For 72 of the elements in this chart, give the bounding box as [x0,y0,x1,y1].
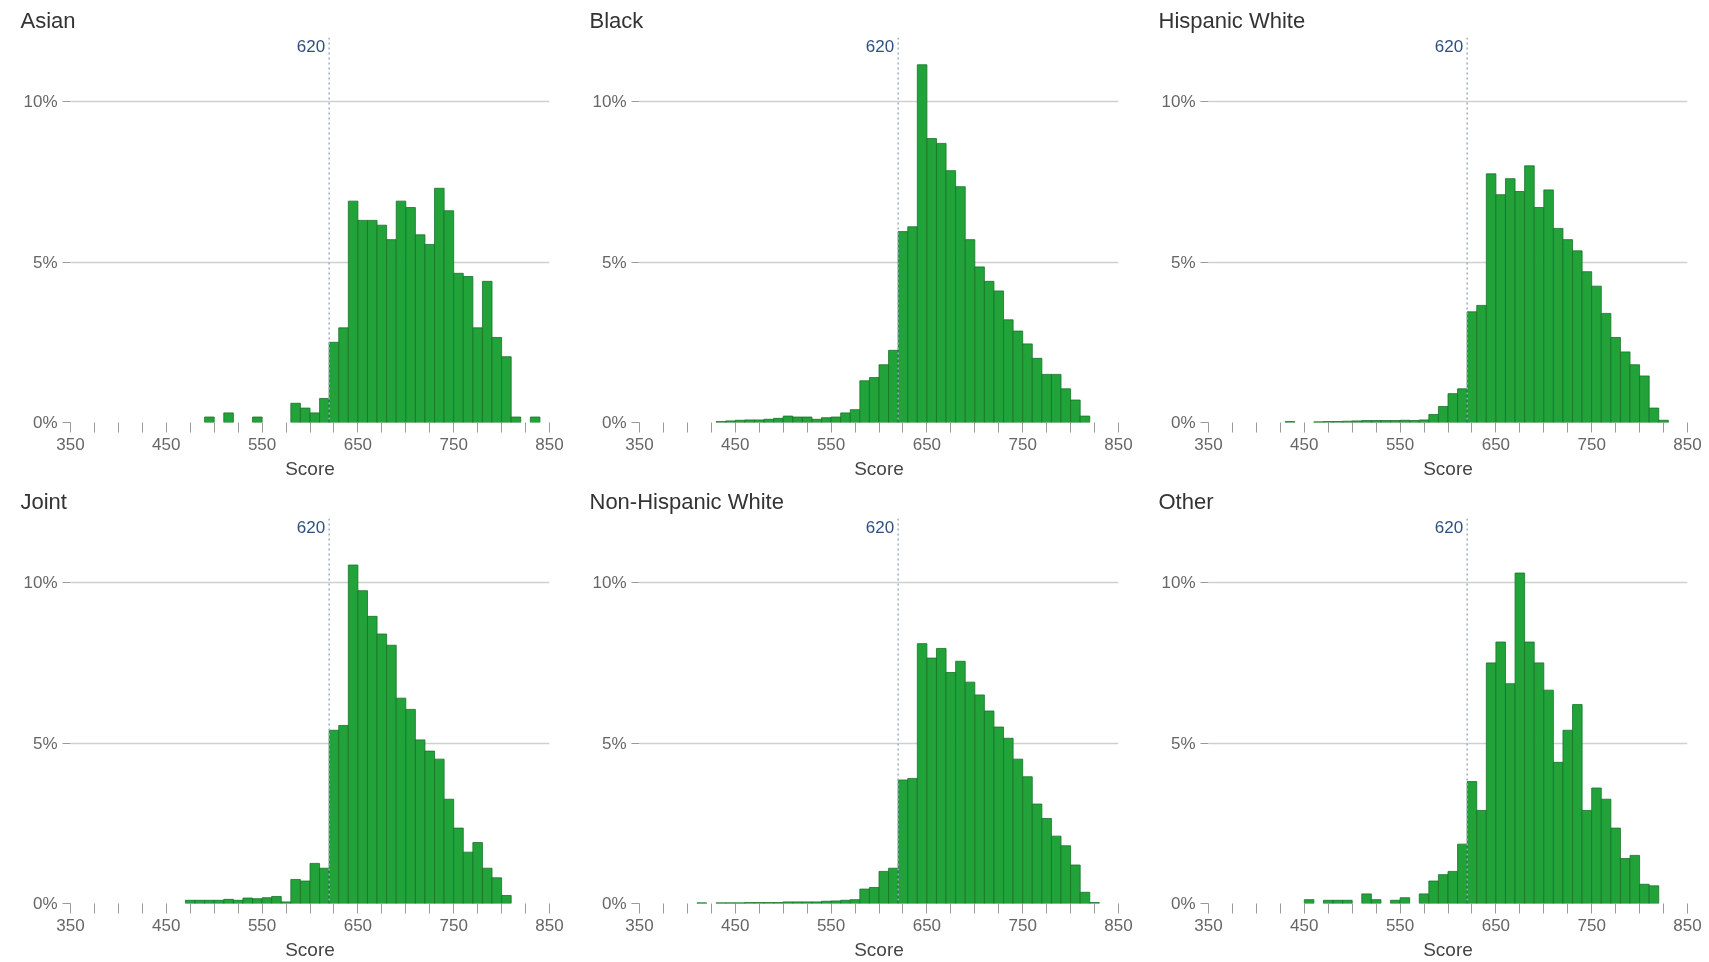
x-tick-label: 550 [1385,915,1415,935]
y-tick-label: 10% [592,573,627,593]
chart-title: Hispanic White [1158,7,1306,33]
x-tick-label: 450 [721,434,750,454]
ref-line-label: 620 [865,517,895,537]
x-tick-label: 650 [912,434,942,454]
x-tick-label: 450 [1290,915,1319,935]
x-tick-label: 350 [625,434,654,454]
y-tick-label: 0% [1170,894,1196,913]
ref-line-label: 620 [1434,517,1464,537]
chart-title: Joint [20,488,67,514]
chart-title: Other [1158,488,1214,514]
chart-title: Black [589,7,645,33]
x-tick-label: 450 [152,434,181,454]
x-tick-label: 850 [1104,915,1133,935]
x-tick-label: 750 [439,915,468,935]
x-tick-label: 550 [247,915,277,935]
x-tick-label: 550 [1385,434,1415,454]
x-tick-label: 350 [1194,915,1223,935]
x-axis-title: Score [285,938,335,960]
x-tick-label: 650 [912,915,942,935]
x-tick-label: 350 [56,434,85,454]
x-tick-label: 550 [816,434,846,454]
x-tick-label: 850 [1104,434,1133,454]
y-tick-label: 5% [1170,252,1196,272]
x-tick-label: 550 [247,434,277,454]
x-tick-label: 750 [1577,915,1606,935]
y-tick-label: 0% [32,894,58,913]
y-tick-label: 10% [23,573,58,593]
x-tick-label: 350 [625,915,654,935]
x-tick-label: 850 [1673,434,1702,454]
y-tick-label: 0% [601,413,627,432]
x-tick-label: 450 [1290,434,1319,454]
x-tick-label: 450 [152,915,181,935]
y-tick-label: 10% [1161,92,1196,112]
x-tick-label: 650 [343,434,373,454]
ref-line-label: 620 [296,36,326,56]
y-tick-label: 10% [1161,573,1196,593]
x-tick-label: 850 [535,434,564,454]
x-tick-label: 750 [1008,434,1037,454]
x-tick-label: 450 [721,915,750,935]
y-tick-label: 0% [601,894,627,913]
y-tick-label: 5% [1170,733,1196,753]
x-axis-title: Score [1423,457,1473,479]
x-tick-label: 350 [1194,434,1223,454]
y-tick-label: 5% [601,733,627,753]
chart-title: Non-Hispanic White [589,488,784,514]
y-tick-label: 5% [601,252,627,272]
ref-line-label: 620 [1434,36,1464,56]
x-axis-title: Score [854,457,904,479]
x-axis-title: Score [854,938,904,960]
x-tick-label: 650 [343,915,373,935]
x-axis-title: Score [285,457,335,479]
x-tick-label: 750 [1008,915,1037,935]
x-tick-label: 550 [816,915,846,935]
x-tick-label: 650 [1481,915,1511,935]
ref-line-label: 620 [865,36,895,56]
x-tick-label: 850 [535,915,564,935]
y-tick-label: 5% [32,252,58,272]
chart-title: Asian [20,7,76,33]
x-tick-label: 750 [1577,434,1606,454]
x-tick-label: 650 [1481,434,1511,454]
y-tick-label: 5% [32,733,58,753]
x-tick-label: 850 [1673,915,1702,935]
y-tick-label: 0% [32,413,58,432]
x-axis-title: Score [1423,938,1473,960]
x-tick-label: 750 [439,434,468,454]
y-tick-label: 0% [1170,413,1196,432]
x-tick-label: 350 [56,915,85,935]
y-tick-label: 10% [23,92,58,112]
ref-line-label: 620 [296,517,326,537]
y-tick-label: 10% [592,92,627,112]
